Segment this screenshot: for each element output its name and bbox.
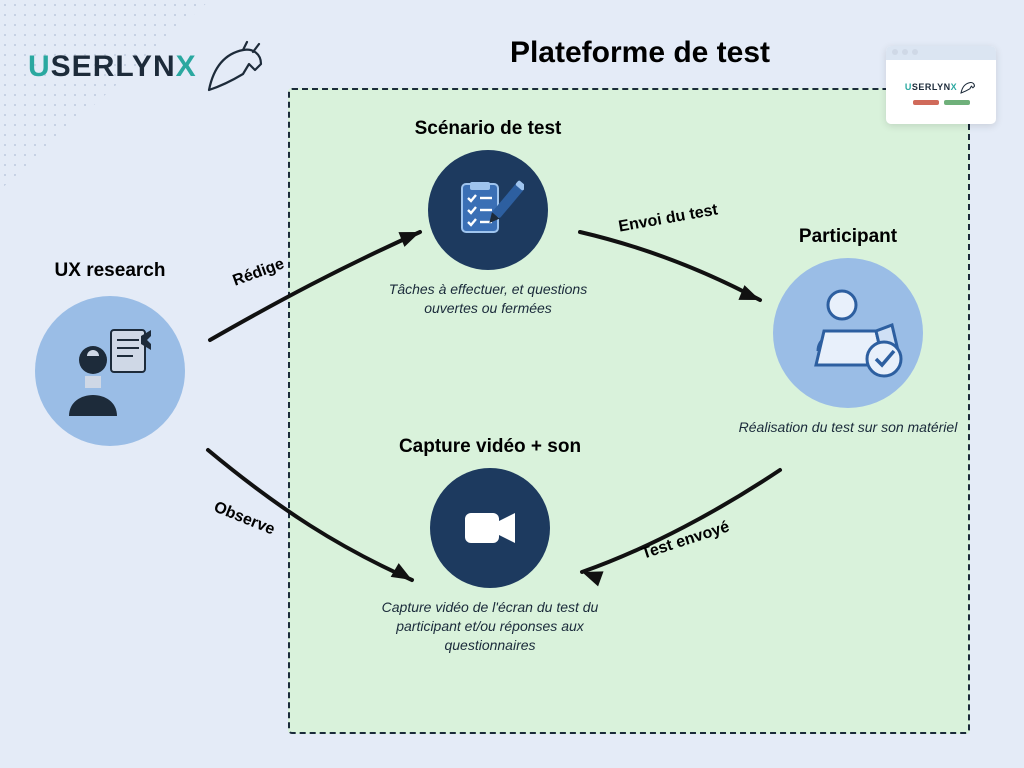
node-title: UX research xyxy=(0,260,225,282)
node-desc: Capture vidéo de l'écran du test du part… xyxy=(380,598,600,655)
mini-bar-1 xyxy=(913,100,939,105)
node-scenario: Scénario de test Tâches à effectuer, et … xyxy=(378,118,598,318)
corner-dot-pattern xyxy=(0,0,210,190)
participant-circle xyxy=(773,258,923,408)
brand-logo: USERLYNX xyxy=(28,40,269,94)
mini-browser-icon: USERLYNX xyxy=(886,46,996,124)
mini-bar-2 xyxy=(944,100,970,105)
node-ux-research: UX research xyxy=(0,260,225,446)
diagram-canvas: USERLYNX Plateforme de test USERLYNX xyxy=(0,0,1024,768)
node-participant: Participant Réalisation du test sur son … xyxy=(738,226,958,437)
node-title: Participant xyxy=(738,226,958,248)
video-camera-icon xyxy=(455,493,525,563)
uxr-circle xyxy=(35,296,185,446)
node-capture: Capture vidéo + son Capture vidéo de l'é… xyxy=(380,436,600,655)
node-desc: Tâches à effectuer, et questions ouverte… xyxy=(378,280,598,318)
participant-laptop-icon xyxy=(788,273,908,393)
lynx-icon xyxy=(203,40,269,94)
arrow-label-observe: Observe xyxy=(211,499,277,540)
arrow-label-redige: Rédige xyxy=(231,255,287,290)
platform-title: Plateforme de test xyxy=(440,36,840,70)
researcher-icon xyxy=(55,316,165,426)
capture-circle xyxy=(430,468,550,588)
node-desc: Réalisation du test sur son matériel xyxy=(738,418,958,437)
checklist-icon xyxy=(452,174,524,246)
brand-wordmark: USERLYNX xyxy=(28,50,197,84)
node-title: Scénario de test xyxy=(378,118,598,140)
scenario-circle xyxy=(428,150,548,270)
node-title: Capture vidéo + son xyxy=(380,436,600,458)
